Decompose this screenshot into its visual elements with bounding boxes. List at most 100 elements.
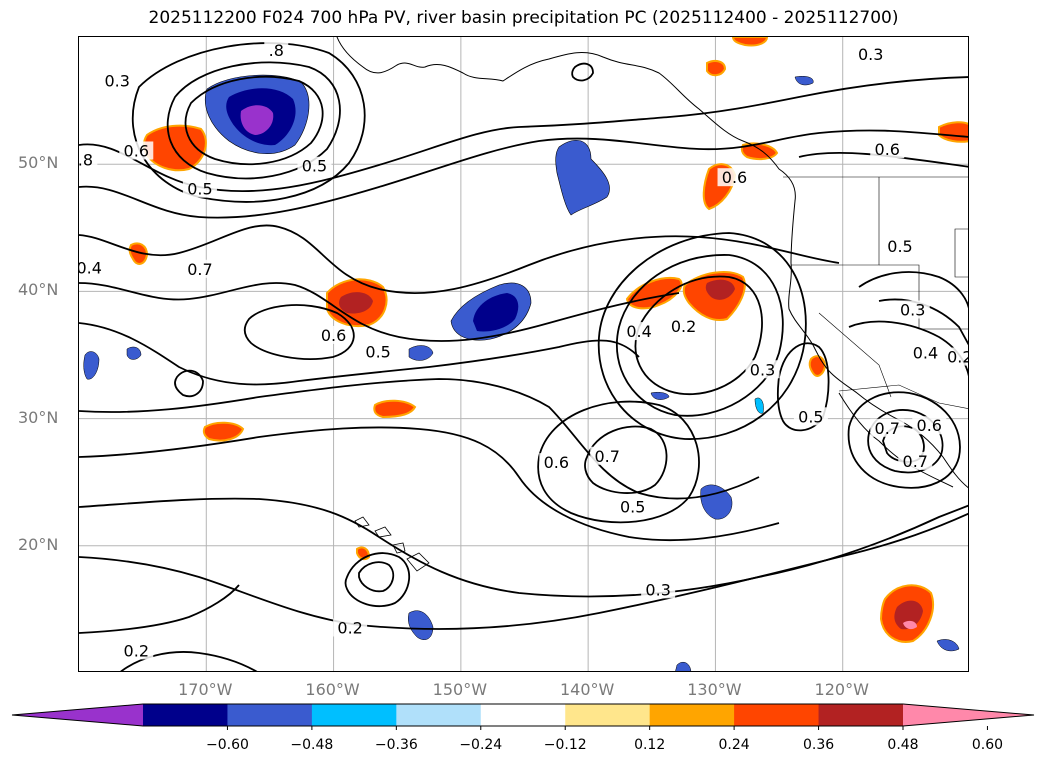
colorbar-tick-label: −0.60 [205,737,249,753]
latitude-tick-label: 40°N [18,280,59,300]
contour-label: 0.7 [875,419,900,438]
contour-small-loop [174,369,204,398]
pos-anomaly-subtropic-2 [202,421,245,442]
contour-label: 0.5 [887,237,912,256]
map-panel[interactable]: 0.3 0.6 .8 0.5 .8 0.5 0.7 0.4 0.6 0.5 0.4 0.2 0.3 0.6… [78,36,969,672]
contour-label: 0.3 [645,580,670,599]
contour-label: 0.5 [798,407,823,426]
contour-label-background [912,416,947,435]
contour-label: 0.4 [626,322,651,341]
contour-midlat-06 [79,282,680,342]
alaska-coastline [336,37,796,264]
contour-gulf-alaska-ring-2 [184,75,324,166]
contour-label-background [745,360,780,379]
colorbar-tick-label: 0.60 [971,737,1004,753]
contour-label: 0.6 [917,416,942,435]
negative-anomaly-shading [83,74,960,671]
contour-label: 0.3 [858,45,883,64]
contour-label-background [898,451,933,470]
contour-california-ring-1 [847,391,961,489]
neg-anomaly-small-2 [408,345,434,361]
contour-band-02-southwest [79,584,240,634]
contour-label-background [590,446,625,465]
coastlines [336,37,968,572]
longitude-tick-label: 160°W [305,680,360,699]
colorbar-tick-label: −0.12 [543,737,587,753]
contour-gulf-alaska-ring-3 [131,42,366,203]
hawaii-islands [354,516,430,572]
contour-label-background [264,40,289,59]
contour-loop-06 [243,304,355,360]
contour-label: 0.6 [544,453,569,472]
colorbar-segment [311,704,397,726]
neg-anomaly-central-pacific-core [473,293,519,332]
contour-label: 0.5 [620,498,645,517]
pos-anomaly-mexico-core [894,600,923,630]
contour-west-coast-04 [848,320,968,377]
contour-north-band-06 [79,129,968,219]
contour-band-02 [79,512,968,630]
pos-anomaly-alaska-1 [706,60,727,77]
colorbar-tick-label: −0.36 [374,737,418,753]
contour-label: 0.6 [875,140,900,159]
contour-label-background [79,258,107,277]
neg-anomaly-small-1 [126,346,142,360]
neg-anomaly-small-4 [650,391,670,400]
colorbar-tick-label: 0.24 [718,737,750,753]
colorbar-segment [227,704,313,726]
contour-label-background [297,156,332,175]
contour-label: .8 [269,41,284,60]
map-canvas: 0.3 0.6 .8 0.5 .8 0.5 0.7 0.4 0.6 0.5 0.4 0.2 0.3 0.6… [79,37,969,671]
longitude-tick-label: 120°W [814,680,869,699]
contour-label: 0.7 [903,452,928,471]
latitude-tick-label: 20°N [18,534,59,554]
colorbar-max-extension [903,704,1034,726]
contour-label-background [333,618,368,637]
longitude-tick-label: 170°W [178,680,233,699]
colorbar-segment [396,704,482,726]
colorbar-tick-label: −0.24 [459,737,503,753]
longitude-tick-label: 130°W [687,680,742,699]
contour-label: 0.5 [187,180,212,199]
contour-label-background [793,407,828,426]
map-title: 2025112200 F024 700 hPa PV, river basin … [148,8,899,28]
contour-label: 0.2 [671,317,696,336]
pos-anomaly-ne-corner [938,121,968,143]
contour-label: 0.2 [124,641,149,660]
colorbar-tick-label: −0.48 [290,737,334,753]
colorbar-segment [480,704,566,726]
contour-label-background [182,179,217,198]
neg-anomaly-north-pacific [555,139,610,216]
contour-label-background [119,641,154,660]
pos-anomaly-alaska-2 [731,37,769,47]
colorbar-segment [818,704,904,726]
longitude-tick-label: 150°W [432,680,488,699]
contour-label: 0.7 [187,260,212,279]
contour-low-ring-02 [634,275,763,396]
us-west-coastline [788,262,968,489]
pos-anomaly-baja [808,355,827,377]
contour-label: 0.6 [321,326,346,345]
state-border-2 [879,264,968,330]
colorbar-tick-label: 0.36 [802,737,835,753]
latitude-tick-label: 50°N [18,153,59,173]
contour-label-background [119,141,154,160]
contour-label: 0.3 [750,360,775,379]
pos-anomaly-small-west [128,242,149,265]
contour-label-background [942,347,968,366]
contour-label-background [622,322,657,341]
colorbar-tick-label: 0.12 [634,737,666,753]
state-border-1 [791,177,880,266]
contour-label-background [870,140,905,159]
contour-label-background [316,325,351,344]
contour-label-background [79,150,98,169]
contour-label: 0.6 [124,141,149,160]
contour-label: 0.3 [900,300,925,319]
contour-label-background [870,418,905,437]
neg-anomaly-gulf-alaska-peak [240,105,274,135]
contour-label: 0.2 [947,348,969,367]
contour-california-ring-2 [867,409,944,474]
state-border-4 [954,228,968,278]
contour-label-background [895,300,930,319]
contour-label: 0.2 [337,618,362,637]
